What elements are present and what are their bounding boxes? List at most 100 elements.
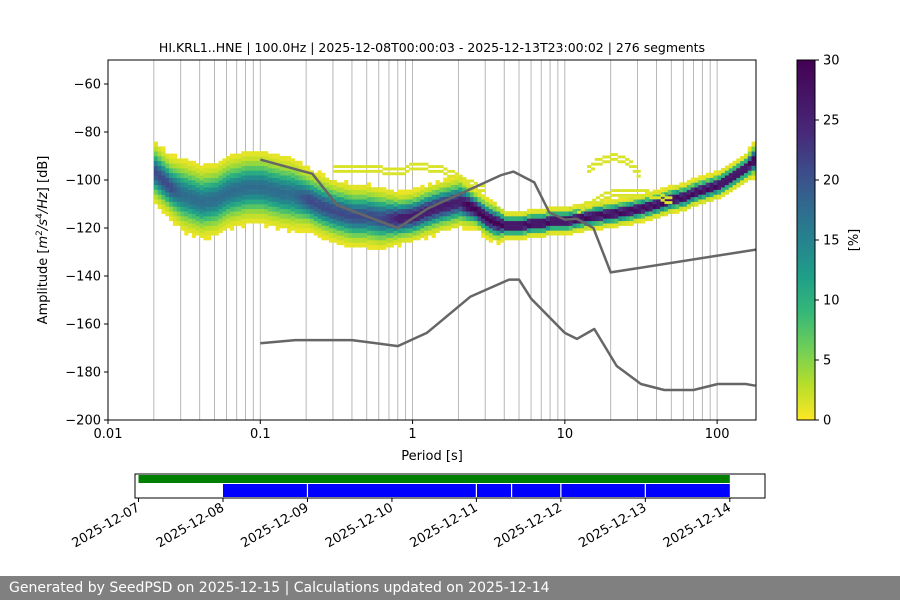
- heatmap-cell: [275, 158, 280, 164]
- heatmap-cell: [188, 218, 193, 224]
- heatmap-cell: [241, 223, 246, 229]
- heatmap-cell: [275, 196, 280, 202]
- heatmap-cell: [271, 220, 276, 226]
- heatmap-cell: [473, 216, 478, 222]
- heatmap-cell: [245, 156, 250, 162]
- heatmap-cell: [656, 196, 661, 200]
- heatmap-cell: [256, 189, 261, 195]
- heatmap-cell: [370, 187, 375, 193]
- heatmap-cell: [740, 175, 745, 181]
- heatmap-cell: [309, 199, 315, 205]
- heatmap-cell: [481, 218, 486, 224]
- heatmap-cell: [382, 201, 387, 207]
- heatmap-cell: [412, 167, 417, 171]
- heatmap-cell: [378, 206, 383, 212]
- heatmap-cell: [290, 168, 296, 174]
- heatmap-cell: [191, 180, 197, 186]
- heatmap-cell: [279, 199, 284, 205]
- heatmap-cell: [530, 232, 535, 238]
- heatmap-cell: [317, 199, 322, 205]
- heatmap-cell: [378, 240, 383, 246]
- heatmap-cell: [397, 204, 402, 210]
- heatmap-cell: [617, 155, 622, 159]
- heatmap-cell: [515, 235, 520, 241]
- timeline-tick-label: 2025-12-10: [323, 500, 396, 551]
- heatmap-cell: [336, 211, 341, 217]
- heatmap-cell: [743, 177, 749, 183]
- heatmap-cell: [348, 204, 353, 210]
- heatmap-cell: [557, 211, 562, 217]
- heatmap-cell: [393, 206, 398, 212]
- heatmap-cell: [675, 194, 680, 200]
- heatmap-cell: [294, 184, 299, 190]
- heatmap-cell: [363, 204, 368, 210]
- heatmap-cell: [389, 228, 394, 234]
- heatmap-cell: [229, 211, 235, 217]
- heatmap-cell: [233, 182, 238, 188]
- heatmap-cell: [275, 201, 280, 207]
- heatmap-cell: [191, 184, 197, 190]
- heatmap-cell: [443, 172, 448, 176]
- heatmap-cell: [275, 168, 280, 174]
- heatmap-cell: [439, 192, 444, 198]
- heatmap-cell: [728, 172, 733, 178]
- heatmap-cell: [287, 204, 292, 210]
- heatmap-cell: [367, 235, 372, 241]
- heatmap-cell: [500, 232, 505, 238]
- heatmap-cell: [443, 182, 448, 188]
- heatmap-cell: [496, 225, 501, 231]
- heatmap-cell: [397, 194, 402, 200]
- heatmap-cell: [317, 223, 322, 229]
- heatmap-cell: [233, 172, 238, 178]
- heatmap-cell: [367, 216, 372, 222]
- y-axis-ticks: −200−180−160−140−120−100−80−60: [65, 78, 108, 429]
- heatmap-cell: [389, 194, 394, 200]
- heatmap-cell: [412, 235, 417, 241]
- heatmap-cell: [378, 196, 383, 202]
- heatmap-cell: [290, 187, 296, 193]
- heatmap-cell: [431, 199, 436, 205]
- heatmap-cell: [507, 216, 513, 222]
- heatmap-cell: [210, 216, 216, 222]
- heatmap-cell: [279, 165, 284, 171]
- heatmap-cell: [606, 160, 611, 164]
- heatmap-cell: [431, 218, 436, 224]
- heatmap-cell: [245, 218, 250, 224]
- heatmap-cell: [458, 211, 463, 217]
- heatmap-cell: [587, 201, 592, 207]
- heatmap-cell: [435, 199, 440, 205]
- heatmap-cell: [595, 201, 601, 204]
- heatmap-cell: [648, 211, 653, 217]
- heatmap-cell: [526, 232, 532, 238]
- heatmap-cell: [382, 187, 387, 193]
- heatmap-cell: [298, 228, 303, 234]
- heatmap-cell: [587, 225, 592, 231]
- heatmap-cell: [302, 208, 307, 214]
- heatmap-cell: [610, 208, 615, 214]
- heatmap-cell: [256, 204, 261, 210]
- heatmap-cell: [565, 211, 570, 217]
- heatmap-cell: [359, 213, 364, 219]
- heatmap-cell: [667, 189, 672, 195]
- heatmap-cell: [378, 187, 383, 193]
- heatmap-cell: [355, 223, 360, 229]
- heatmap-cell: [721, 168, 726, 174]
- heatmap-cell: [477, 189, 482, 192]
- heatmap-cell: [416, 230, 421, 236]
- heatmap-cell: [584, 216, 589, 222]
- heatmap-cell: [287, 156, 292, 162]
- heatmap-cell: [416, 201, 421, 207]
- heatmap-cell: [279, 223, 284, 229]
- heatmap-cell: [698, 194, 703, 200]
- heatmap-cell: [617, 160, 622, 164]
- heatmap-cell: [481, 204, 486, 210]
- heatmap-cell: [626, 189, 631, 192]
- heatmap-cell: [641, 213, 646, 219]
- heatmap-cell: [424, 225, 429, 231]
- heatmap-cell: [568, 220, 573, 226]
- heatmap-cell: [751, 146, 756, 152]
- heatmap-cell: [226, 160, 231, 166]
- heatmap-cell: [249, 204, 254, 210]
- heatmap-cell: [172, 206, 177, 212]
